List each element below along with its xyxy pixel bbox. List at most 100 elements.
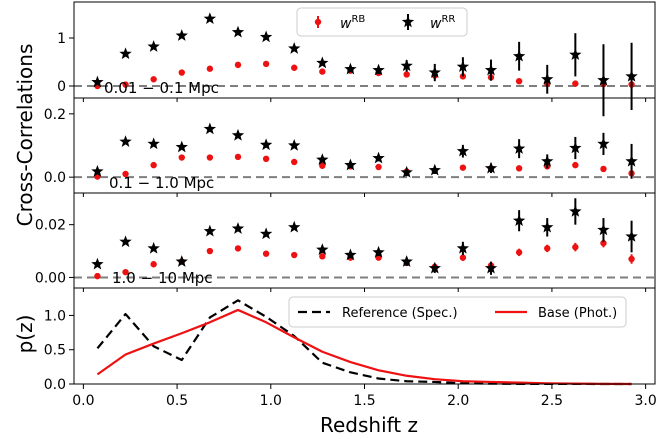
data-point-star (147, 40, 160, 52)
base-phot-line (96, 308, 632, 386)
data-point-star (372, 151, 385, 164)
correlation-panel-2: 0.0 0.2 0.1 − 1.0 Mpc (44, 97, 656, 197)
data-point-star (625, 154, 638, 167)
data-point-star (119, 47, 132, 60)
data-point-star (288, 139, 301, 151)
data-point-star (484, 261, 498, 274)
legend-box (296, 7, 468, 37)
legend-marker-wrb (314, 18, 322, 26)
data-point-star (231, 128, 245, 141)
data-point-dot (319, 68, 326, 75)
data-point-star (400, 165, 413, 178)
data-point-star (428, 66, 441, 78)
reference-spec-line (96, 299, 632, 386)
data-point-dot (262, 60, 270, 68)
data-point-star (344, 62, 357, 75)
data-point-dot (403, 71, 410, 78)
legend-box (288, 296, 627, 328)
data-point-star (231, 222, 245, 234)
data-point-star (400, 59, 413, 72)
correlation-panel-3: 0.00 0.02 1.0 − 10 Mpc (35, 192, 656, 292)
data-point-star (569, 204, 582, 217)
data-point-dot (628, 255, 635, 263)
data-point-star (512, 49, 526, 62)
series-wrr (91, 198, 638, 275)
data-point-star (512, 142, 526, 154)
data-point-dot (262, 155, 270, 162)
data-point-dot (572, 161, 579, 169)
data-point-dot (375, 163, 382, 171)
pz-panel: 0.0 0.5 1.0 0.0 0.5 1.0 1.5 2.0 2.5 3.0 Reference … (44, 287, 656, 409)
data-point-dot (178, 154, 185, 161)
data-point-dot (206, 65, 214, 72)
data-point-star (541, 220, 554, 233)
data-point-dot (291, 251, 298, 259)
data-point-star (344, 248, 357, 261)
panel-label: 0.01 − 0.1 Mpc (104, 79, 219, 97)
data-point-star (231, 25, 245, 38)
data-point-dot (319, 162, 326, 169)
data-point-star (203, 122, 217, 135)
data-point-dot (600, 165, 607, 173)
data-point-dot (459, 254, 467, 261)
panels: 0 1 0.01 − 0.1 Mpc wRB wRR 0.0 0.2 0.1 − 1.0 Mp… (35, 1, 656, 409)
data-point-star (91, 257, 104, 270)
data-point-star (175, 140, 188, 153)
data-point-dot (234, 61, 242, 69)
data-point-star (316, 153, 329, 166)
data-point-star (625, 230, 638, 242)
data-point-star (456, 60, 470, 73)
data-point-star (569, 48, 582, 61)
data-point-dot (150, 76, 157, 83)
panel-frame (73, 287, 656, 385)
data-point-dot (291, 158, 298, 166)
data-point-star (259, 30, 273, 43)
data-point-star (344, 158, 357, 171)
data-point-star (541, 72, 554, 85)
data-point-dot (600, 239, 607, 247)
data-point-star (147, 137, 160, 150)
data-point-star (288, 220, 301, 233)
y-tick-label: 1 (57, 31, 66, 47)
panel-label: 0.1 − 1.0 Mpc (109, 174, 214, 192)
x-tick-label: 3.0 (634, 393, 656, 409)
data-point-dot (515, 165, 523, 172)
y-tick-label: 0.0 (44, 377, 66, 393)
data-point-dot (150, 261, 157, 268)
data-point-star (316, 56, 329, 69)
data-point-dot (206, 154, 214, 161)
legend-marker-wrr (401, 15, 415, 28)
data-point-star (203, 12, 217, 25)
data-point-dot (234, 153, 242, 161)
data-point-dot (122, 170, 129, 178)
x-tick-label: 2.0 (447, 393, 469, 409)
data-point-star (119, 135, 132, 147)
x-tick-label: 2.5 (541, 393, 563, 409)
data-point-dot (206, 247, 214, 255)
data-point-dot (94, 272, 101, 280)
data-point-dot (515, 249, 523, 256)
data-point-dot (544, 245, 551, 252)
y-tick-label: 0.5 (44, 343, 66, 359)
legend-label-reference: Reference (Spec.) (342, 306, 458, 321)
data-point-star (316, 243, 329, 255)
data-point-star (372, 63, 385, 76)
series-wrr (91, 12, 638, 117)
legend-pz: Reference (Spec.) Base (Phot.) (288, 296, 627, 328)
y-tick-label: 0.02 (35, 218, 66, 234)
data-point-star (119, 235, 132, 248)
x-tick-label: 0.5 (166, 393, 188, 409)
y-tick-label: 0.2 (44, 107, 66, 123)
data-point-dot (122, 268, 129, 276)
data-point-dot (515, 78, 523, 85)
data-point-star (400, 255, 413, 267)
y-axis-label-pz: p(z) (13, 315, 37, 354)
legend-label-base: Base (Phot.) (538, 306, 617, 321)
data-point-star (147, 241, 160, 254)
x-tick-label: 0.0 (72, 393, 94, 409)
data-point-dot (291, 64, 298, 71)
data-point-star (91, 75, 104, 88)
data-point-star (597, 223, 610, 236)
data-point-dot (319, 253, 326, 260)
